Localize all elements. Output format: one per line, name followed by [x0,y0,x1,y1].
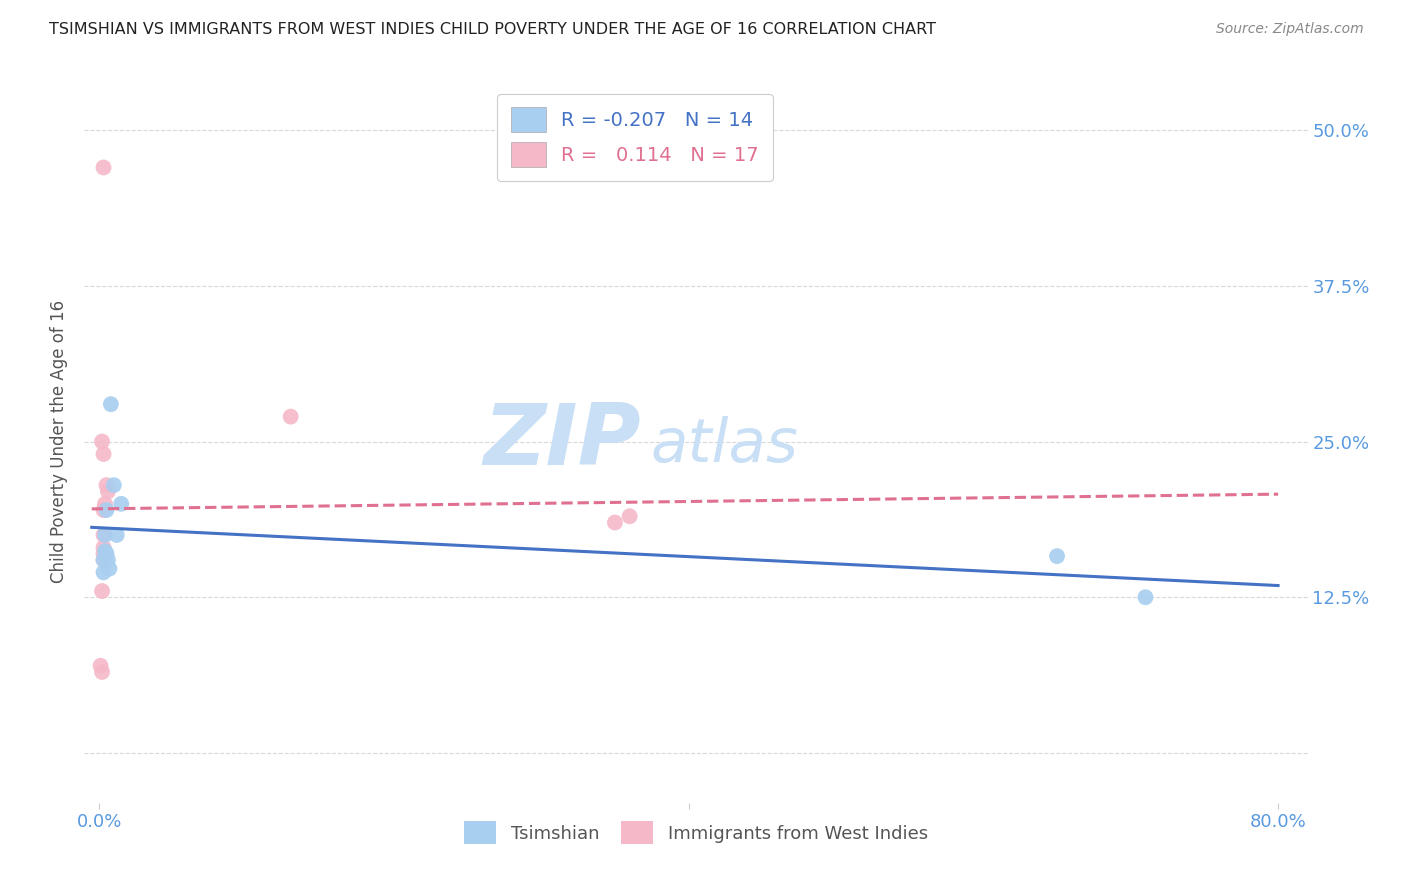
Point [1135,591,1157,605]
Point [603,516,626,530]
Text: TSIMSHIAN VS IMMIGRANTS FROM WEST INDIES CHILD POVERTY UNDER THE AGE OF 16 CORRE: TSIMSHIAN VS IMMIGRANTS FROM WEST INDIES… [49,22,936,37]
Point [619,509,641,524]
Point [98,561,121,575]
Point [93,553,115,567]
Point [93,447,115,461]
Point [91,434,114,449]
Point [94,528,117,542]
Point [96,503,118,517]
Point [97,484,120,499]
Point [93,503,115,517]
Point [93,566,115,580]
Point [280,409,302,424]
Y-axis label: Child Poverty Under the Age of 16: Child Poverty Under the Age of 16 [51,300,69,583]
Point [96,547,118,561]
Point [103,478,125,492]
Point [94,497,117,511]
Point [100,397,122,411]
Text: atlas: atlas [651,416,799,475]
Point [93,541,115,555]
Point [93,553,115,567]
Point [97,553,120,567]
Point [96,478,118,492]
Legend: Tsimshian, Immigrants from West Indies: Tsimshian, Immigrants from West Indies [457,814,935,852]
Point [91,665,114,679]
Point [93,161,115,175]
Point [90,658,112,673]
Point [110,497,132,511]
Point [105,528,128,542]
Point [93,547,115,561]
Point [91,584,114,599]
Text: ZIP: ZIP [484,400,641,483]
Point [93,528,115,542]
Point [94,544,117,558]
Text: Source: ZipAtlas.com: Source: ZipAtlas.com [1216,22,1364,37]
Point [1046,549,1069,563]
